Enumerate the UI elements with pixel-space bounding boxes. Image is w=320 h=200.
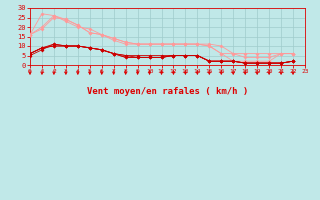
Text: Vent moyen/en rafales ( km/h ): Vent moyen/en rafales ( km/h ) (87, 87, 248, 96)
